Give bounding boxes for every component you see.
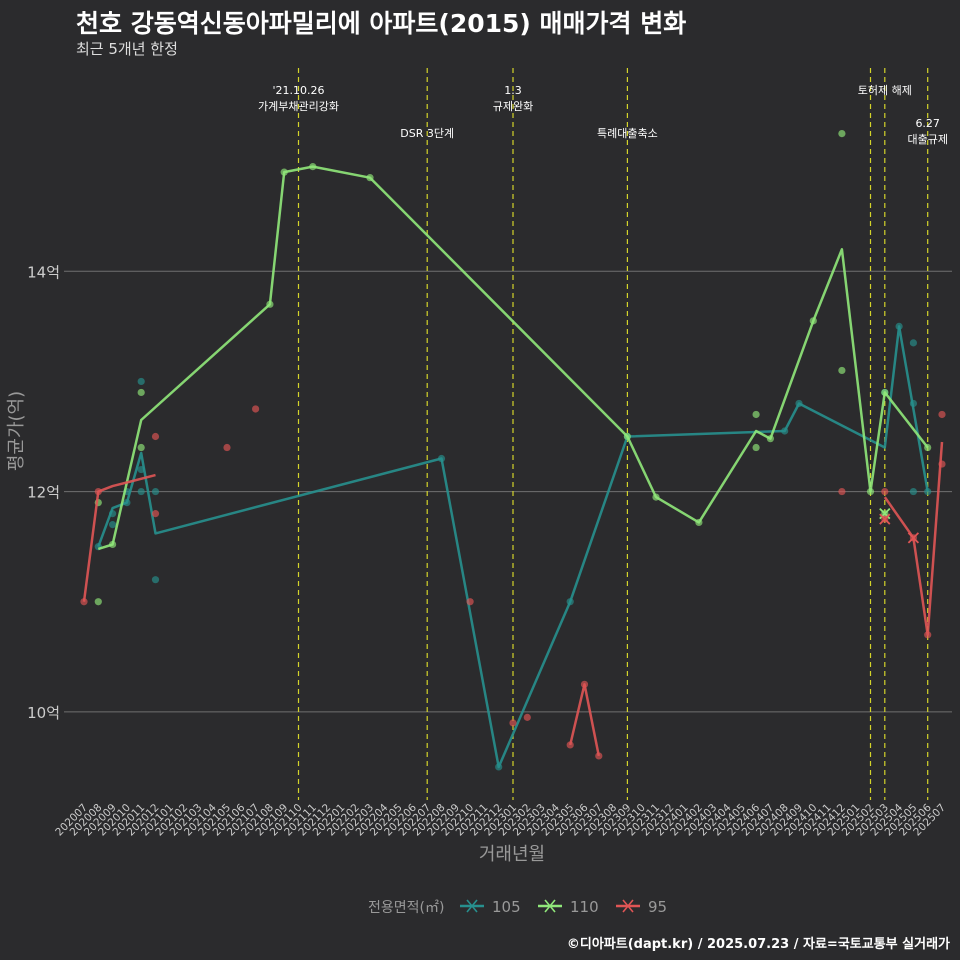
- y-axis-title: 평균가(억): [6, 391, 27, 471]
- series-95-point: [566, 741, 574, 749]
- series-95-cross: [907, 532, 920, 544]
- event-label: 토허제 해제: [858, 83, 912, 97]
- series-95-line-segment: [82, 473, 156, 602]
- series-95-point: [881, 487, 889, 496]
- y-tick-label: 10억: [27, 704, 60, 722]
- series-110-point: [752, 410, 760, 419]
- series-105-point: [924, 487, 932, 496]
- event-label: 6.27: [915, 117, 940, 130]
- legend-label: 95: [648, 898, 667, 916]
- series-95-point: [252, 405, 260, 413]
- series-105-point: [495, 763, 503, 771]
- series-95-point: [466, 598, 474, 606]
- series-105-point: [123, 498, 131, 507]
- series-110-point: [838, 129, 846, 138]
- series-95-point: [595, 752, 603, 760]
- series-95-point: [924, 631, 932, 639]
- series-95-cross: [879, 513, 891, 525]
- legend-key-cross: [622, 899, 634, 913]
- series-110-point: [266, 300, 274, 308]
- series-110-point: [280, 168, 288, 176]
- series-110-point: [695, 518, 703, 527]
- event-label: 가계부채관리강화: [258, 100, 339, 113]
- series-110-point: [109, 540, 117, 549]
- legend-label: 105: [492, 898, 521, 916]
- series-105-point: [895, 322, 903, 330]
- series-105-point: [437, 454, 446, 463]
- series-105-point: [109, 521, 117, 529]
- series-95-point: [938, 460, 946, 468]
- series-95-point: [509, 719, 517, 727]
- series-95-point: [151, 432, 160, 441]
- legend-item-95: 95: [616, 898, 667, 916]
- event-label: 대출규제: [907, 133, 947, 146]
- legend-key-cross: [544, 899, 556, 913]
- series-105-point: [909, 487, 918, 496]
- series-95-line-segment: [568, 683, 601, 757]
- event-label: DSR 3단계: [400, 127, 454, 140]
- series-105-line: [97, 325, 929, 769]
- series-110-point: [752, 443, 760, 452]
- series-110-point: [881, 388, 889, 397]
- series-105-point: [781, 427, 789, 435]
- series-105-point: [137, 377, 145, 386]
- event-label: 특례대출축소: [597, 127, 658, 140]
- legend-label: 110: [570, 898, 599, 916]
- legend: 전용면적(㎡) 105 110 95: [368, 898, 667, 916]
- legend-item-110: 110: [538, 898, 599, 916]
- chart-title: 천호 강동역신동아파밀리에 아파트(2015) 매매가격 변화: [76, 9, 687, 38]
- series-110-point: [309, 163, 317, 171]
- event-label: '21.10.26: [272, 84, 324, 97]
- chart-subtitle: 최근 5개년 한정: [76, 40, 178, 58]
- series-110-point: [652, 493, 660, 501]
- series-95-point: [80, 598, 88, 606]
- legend-key-cross: [466, 899, 478, 913]
- series-110-point: [137, 388, 145, 397]
- legend-title: 전용면적(㎡): [368, 900, 444, 916]
- y-tick-label: 12억: [27, 484, 60, 502]
- series-105-point: [109, 510, 117, 518]
- series-110-point: [838, 366, 846, 375]
- series-95-point: [523, 713, 531, 721]
- series-110-point: [623, 432, 632, 441]
- y-tick-label: 14억: [27, 263, 60, 281]
- series-105-point: [909, 339, 918, 347]
- source-footer: ©디아파트(dapt.kr) / 2025.07.23 / 자료=국토교통부 실…: [566, 937, 950, 952]
- series-95-point: [94, 487, 102, 496]
- series-105-point: [137, 487, 145, 496]
- series-110-point: [137, 443, 145, 452]
- event-label: 규제완화: [493, 100, 533, 113]
- x-axis-title: 거래년월: [479, 844, 545, 865]
- series-95-point: [223, 443, 231, 452]
- event-label: 1.3: [504, 84, 522, 97]
- series-105-point: [151, 487, 160, 496]
- series-110-point: [866, 487, 875, 496]
- series-95-point: [838, 487, 846, 496]
- series-95-point: [151, 510, 160, 518]
- series-105-point: [909, 399, 918, 408]
- series-105-point: [566, 598, 574, 606]
- series-105-point: [795, 399, 803, 408]
- series-110-point: [766, 435, 775, 443]
- series-95-line-segment: [883, 441, 944, 637]
- series-110-point: [94, 598, 102, 606]
- series-95-point: [938, 410, 946, 419]
- series-110-point: [924, 443, 932, 452]
- cross-stroke: [879, 513, 891, 525]
- series-105-point: [137, 465, 145, 474]
- series-110-point: [809, 317, 817, 325]
- series-110-point: [366, 174, 374, 182]
- series-105-point: [151, 576, 160, 584]
- cross-stroke: [907, 532, 920, 544]
- series-95-point: [580, 680, 589, 688]
- legend-item-105: 105: [460, 898, 521, 916]
